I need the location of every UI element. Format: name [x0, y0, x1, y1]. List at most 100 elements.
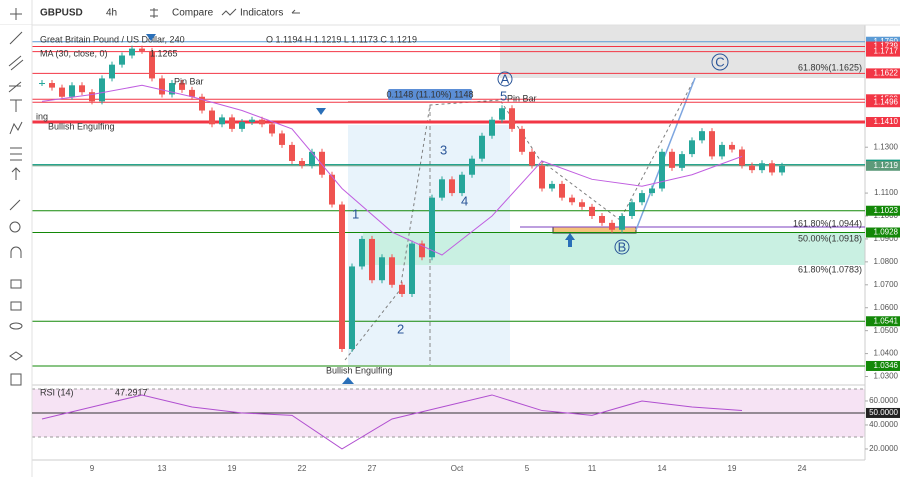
candle — [679, 154, 685, 168]
ruler[interactable] — [9, 199, 21, 211]
candle — [429, 197, 435, 258]
pattern-label: Bullish Engulfing — [48, 121, 115, 131]
candle — [509, 108, 515, 129]
candle — [319, 151, 325, 175]
level-badge — [866, 205, 900, 216]
undo[interactable] — [291, 9, 300, 14]
down-arrow — [146, 34, 156, 41]
candle — [389, 257, 395, 285]
ma-line — [41, 84, 743, 256]
candle — [629, 202, 635, 217]
candle — [349, 266, 355, 349]
y-tick-label: 1.1100 — [874, 188, 898, 197]
candle — [419, 243, 425, 258]
x-tick-label: 5 — [525, 464, 530, 473]
candle — [169, 83, 175, 95]
candle — [759, 163, 765, 171]
candle — [329, 174, 335, 205]
level-label: 1.0928 — [874, 228, 899, 237]
fib-label: 61.80%(1.1625) — [798, 62, 862, 72]
level-label: 1.1410 — [874, 117, 899, 126]
channel-tool[interactable] — [8, 55, 24, 71]
candle — [369, 238, 375, 281]
fib-label: 50.00%(1.0918) — [798, 233, 862, 243]
level-label: 1.0541 — [874, 316, 899, 325]
level-label: 1.0346 — [874, 361, 899, 370]
x-tick-label: 11 — [588, 464, 597, 473]
candle — [179, 83, 185, 90]
candle — [489, 119, 495, 136]
measure-label: 0.1148 (11.10%) 1148 — [386, 89, 473, 99]
candle — [139, 48, 145, 51]
candle — [579, 202, 585, 207]
level-badge — [866, 68, 900, 79]
level-label: 1.1219 — [874, 161, 899, 170]
fib-tool[interactable] — [8, 81, 22, 93]
candle — [669, 151, 675, 168]
candle — [719, 144, 725, 157]
interval[interactable]: 4h — [106, 8, 117, 19]
candle — [599, 216, 605, 223]
candle — [729, 144, 735, 150]
x-tick-label: 13 — [158, 464, 167, 473]
zoom[interactable] — [9, 221, 21, 233]
projection-arrow — [635, 77, 696, 231]
y-tick-label: 1.0400 — [874, 349, 899, 358]
level-badge — [866, 41, 900, 52]
wave-label: 5 — [500, 88, 507, 103]
line-tool[interactable] — [9, 31, 23, 45]
fib-label: 61.80%(1.0783) — [798, 264, 862, 274]
prediction-tool[interactable] — [10, 147, 22, 161]
candle — [609, 222, 615, 230]
candle — [269, 124, 275, 134]
layers[interactable] — [9, 351, 23, 361]
x-tick-label: 22 — [298, 464, 307, 473]
x-tick-label: 9 — [90, 464, 95, 473]
candle — [749, 165, 755, 171]
pattern-label: Bullish Engulfing — [326, 365, 393, 375]
magnet[interactable] — [10, 246, 22, 258]
indicators[interactable]: Indicators — [240, 8, 283, 19]
candle — [699, 131, 705, 141]
level-label: 1.1622 — [874, 68, 899, 77]
crosshair-tool[interactable] — [10, 8, 22, 20]
candle — [559, 183, 565, 198]
compare[interactable]: Compare — [172, 8, 214, 19]
pair-title: Great Britain Pound / US Dollar, 240 — [40, 34, 185, 44]
candle — [229, 117, 235, 129]
icon-tool[interactable] — [11, 167, 21, 180]
wave-label: 2 — [397, 321, 404, 336]
candle — [739, 149, 745, 166]
lock[interactable] — [10, 301, 22, 311]
level-label: 1.1739 — [874, 42, 899, 51]
pattern-label: Pin Bar — [174, 76, 204, 86]
delete[interactable] — [10, 373, 22, 386]
symbol[interactable]: GBPUSD — [40, 8, 83, 19]
text-tool[interactable] — [10, 99, 22, 112]
lock-drawing[interactable] — [10, 279, 22, 289]
candle — [659, 151, 665, 189]
wave-circle — [497, 71, 513, 87]
candle — [299, 160, 305, 166]
compare-icon[interactable] — [150, 8, 158, 18]
measure-badge — [388, 89, 472, 100]
rsi-tick-label: 60.0000 — [869, 396, 898, 405]
candle — [339, 204, 345, 349]
pattern-tool[interactable] — [9, 121, 23, 135]
candle — [709, 131, 715, 157]
candle — [239, 121, 245, 129]
level-label: 1.1760 — [874, 37, 899, 46]
rsi-title: RSI (14) — [40, 387, 74, 397]
visibility[interactable] — [9, 322, 23, 330]
indicators-icon[interactable] — [221, 8, 237, 16]
wave-label: 3 — [440, 142, 447, 157]
candle — [519, 128, 525, 152]
candle — [769, 163, 775, 173]
x-tick-label: 19 — [228, 464, 237, 473]
pattern-label: Pin Bar — [507, 93, 537, 103]
candle — [79, 85, 85, 93]
rsi-tick-label: 20.0000 — [869, 444, 898, 453]
ma-title: MA (30, close, 0) — [40, 48, 108, 58]
candle — [379, 257, 385, 281]
